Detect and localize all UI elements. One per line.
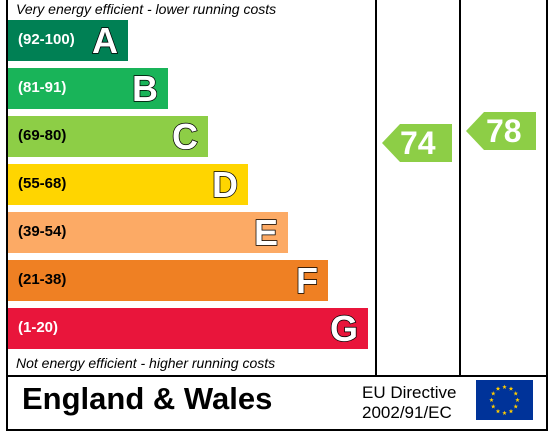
region-label: England & Wales bbox=[22, 381, 273, 416]
rating-band-f: (21-38) F bbox=[8, 259, 328, 302]
eu-star-icon bbox=[513, 391, 519, 396]
chart-frame bbox=[6, 0, 548, 431]
eu-star-icon bbox=[495, 408, 501, 414]
potential-rating-value: 78 bbox=[486, 113, 522, 149]
rating-band-d: (55-68) D bbox=[8, 163, 248, 206]
eu-star-icon bbox=[513, 404, 519, 409]
footer-divider bbox=[6, 375, 548, 377]
eu-star-icon bbox=[502, 384, 507, 389]
potential-rating-arrow: 78 bbox=[466, 112, 536, 150]
column-divider-current bbox=[375, 0, 377, 377]
eu-star-icon bbox=[515, 397, 520, 402]
rating-band-g: (1-20) G bbox=[8, 307, 368, 350]
eu-flag-icon bbox=[476, 380, 533, 420]
eu-star-icon bbox=[490, 404, 496, 409]
rating-band-b: (81-91) B bbox=[8, 67, 168, 110]
eu-star-icon bbox=[490, 391, 496, 396]
eu-star-icon bbox=[508, 386, 514, 391]
band-range: (81-91) bbox=[18, 79, 67, 96]
rating-band-e: (39-54) E bbox=[8, 211, 288, 254]
band-range: (1-20) bbox=[18, 319, 59, 336]
potential-arrow-shape bbox=[466, 112, 536, 150]
eu-star-icon bbox=[508, 408, 514, 414]
band-letter: F bbox=[295, 259, 319, 302]
eu-star-icon bbox=[495, 386, 501, 391]
column-divider-potential bbox=[459, 0, 461, 377]
top-note: Very energy efficient - lower running co… bbox=[16, 1, 277, 17]
band-letter: D bbox=[211, 163, 239, 206]
current-arrow-shape bbox=[382, 124, 452, 162]
rating-band-c: (69-80) C bbox=[8, 115, 208, 158]
eu-directive: EU Directive 2002/91/EC bbox=[362, 383, 456, 423]
band-letter: A bbox=[91, 19, 119, 62]
directive-line-1: EU Directive bbox=[362, 383, 457, 402]
band-letter: C bbox=[171, 115, 199, 158]
band-letter: E bbox=[253, 211, 279, 254]
band-letter: G bbox=[329, 307, 359, 350]
band-range: (92-100) bbox=[18, 31, 75, 48]
band-range: (39-54) bbox=[18, 223, 67, 240]
directive-line-2: 2002/91/EC bbox=[362, 403, 452, 422]
eu-star-icon bbox=[502, 410, 507, 415]
current-rating-value: 74 bbox=[400, 125, 436, 161]
band-range: (69-80) bbox=[18, 127, 67, 144]
bottom-note: Not energy efficient - higher running co… bbox=[16, 355, 276, 371]
band-range: (55-68) bbox=[18, 175, 67, 192]
rating-band-a: (92-100) A bbox=[8, 19, 128, 62]
band-range: (21-38) bbox=[18, 271, 67, 288]
band-letter: B bbox=[131, 67, 159, 110]
current-rating-arrow: 74 bbox=[382, 124, 452, 162]
eu-star-icon bbox=[489, 397, 494, 402]
